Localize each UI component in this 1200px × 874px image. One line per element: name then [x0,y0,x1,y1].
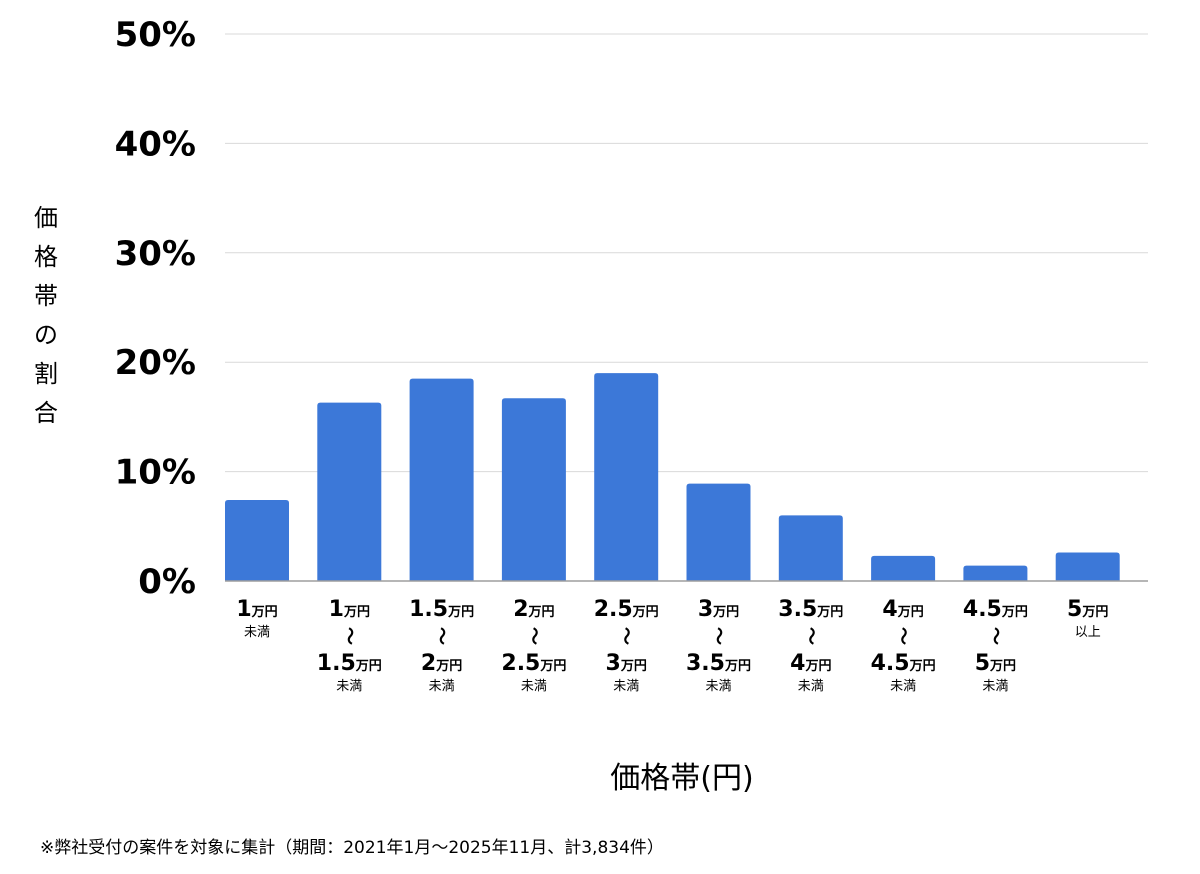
footnote: ※弊社受付の案件を対象に集計（期間：2021年1月～2025年11月、計3,83… [40,838,664,858]
category-range-value: 1.5万円 [409,597,474,622]
y-tick-label: 40% [115,124,196,164]
category-range-value: 2万円 [513,597,554,622]
category-suffix: 未満 [244,625,270,640]
bar [963,565,1028,581]
y-axis-title-char: 格 [34,243,58,271]
category-range-value: 4万円 [790,651,831,676]
category-suffix: 未満 [336,679,362,694]
range-tilde: ～ [708,627,729,645]
y-tick-label: 20% [115,343,196,383]
y-tick-label: 0% [138,562,196,602]
bar [1055,552,1120,581]
category-range-value: 1.5万円 [317,651,382,676]
category-suffix: 未満 [705,679,731,694]
category-range-value: 3.5万円 [778,597,843,622]
range-tilde: ～ [984,627,1005,645]
y-axis-title-char: 価 [34,204,58,232]
category-suffix: 以上 [1075,625,1101,640]
bars [225,373,1120,581]
category-range-value: 5万円 [1067,597,1108,622]
y-axis-title-char: 帯 [34,282,58,310]
category-range-value: 2.5万円 [501,651,566,676]
y-axis-title-char: 合 [34,399,58,427]
bar [594,373,659,581]
y-tick-label: 30% [115,234,196,274]
category-suffix: 未満 [613,679,639,694]
range-tilde: ～ [338,627,359,645]
bar [686,483,751,581]
x-axis-title: 価格帯(円) [610,761,753,796]
category-range-value: 4万円 [882,597,923,622]
y-tick-label: 50% [115,15,196,55]
y-axis-ticks: 0% 10% 20% 30% 40% 50% [115,15,196,602]
range-tilde: ～ [615,627,636,645]
category-range-value: 4.5万円 [963,597,1028,622]
bar [225,500,289,581]
y-axis-title-char: の [34,321,58,349]
category-range-value: 3万円 [698,597,739,622]
category-suffix: 未満 [890,679,916,694]
range-tilde: ～ [523,627,544,645]
bar [871,555,936,581]
x-axis-category-labels: 1万円未満1万円～1.5万円未満1.5万円～2万円未満2万円～2.5万円未満2.… [236,597,1108,694]
range-tilde: ～ [431,627,452,645]
category-range-value: 5万円 [975,651,1016,676]
range-tilde: ～ [892,627,913,645]
category-suffix: 未満 [521,679,547,694]
range-tilde: ～ [800,627,821,645]
category-suffix: 未満 [429,679,455,694]
category-range-value: 2万円 [421,651,462,676]
category-range-value: 4.5万円 [871,651,936,676]
bar [409,378,474,581]
category-range-value: 1万円 [236,597,277,622]
category-range-value: 3.5万円 [686,651,751,676]
y-axis-title-char: 割 [34,360,58,388]
category-suffix: 未満 [982,679,1008,694]
bar [778,515,843,581]
bar [317,402,382,581]
category-range-value: 1万円 [329,597,370,622]
bar [501,398,566,581]
gridlines [225,33,1148,473]
y-tick-label: 10% [115,453,196,493]
category-range-value: 3万円 [606,651,647,676]
category-range-value: 2.5万円 [594,597,659,622]
category-suffix: 未満 [798,679,824,694]
